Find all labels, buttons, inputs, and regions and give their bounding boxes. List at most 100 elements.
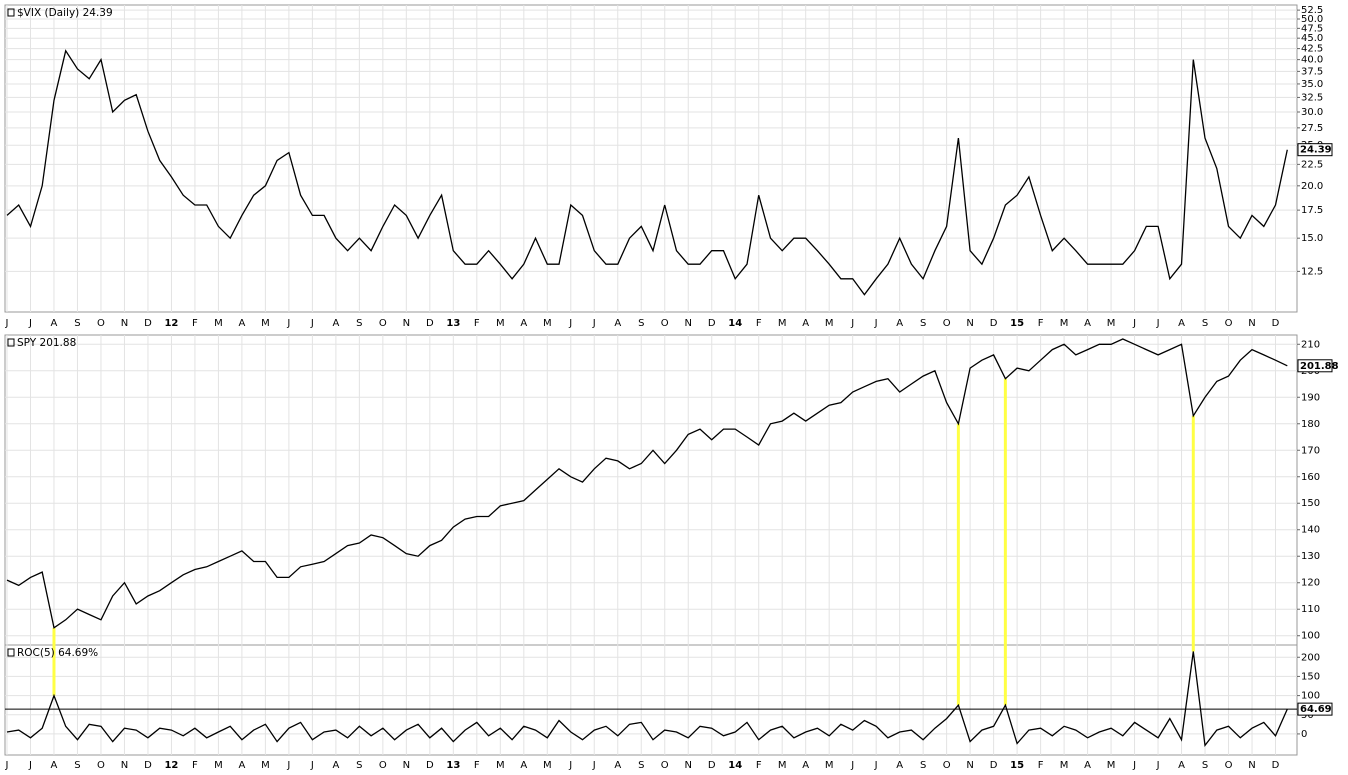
x-tick-label: J xyxy=(286,318,290,329)
x-tick-label: 15 xyxy=(1010,760,1024,771)
x-tick-label: A xyxy=(51,318,58,329)
x-tick-label: D xyxy=(708,760,716,771)
x-tick-label: A xyxy=(896,760,903,771)
x-tick-label: S xyxy=(356,318,362,329)
y-tick-label: 160 xyxy=(1301,472,1320,483)
y-tick-label: 120 xyxy=(1301,578,1320,589)
x-tick-label: J xyxy=(568,760,572,771)
y-tick-label: 20.0 xyxy=(1301,181,1323,192)
x-tick-label: A xyxy=(1084,318,1091,329)
x-tick-label: A xyxy=(520,760,527,771)
x-tick-label: A xyxy=(332,318,339,329)
x-tick-label: 12 xyxy=(164,318,178,329)
y-tick-label: 12.5 xyxy=(1301,266,1323,277)
title-icon xyxy=(7,8,15,17)
y-tick-label: 47.5 xyxy=(1301,23,1323,34)
y-tick-label: 52.5 xyxy=(1301,5,1323,16)
x-tick-label: S xyxy=(638,760,644,771)
x-tick-label: J xyxy=(592,318,596,329)
y-tick-label: 45.0 xyxy=(1301,33,1323,44)
x-tick-label: A xyxy=(1084,760,1091,771)
y-tick-label: 40.0 xyxy=(1301,55,1323,66)
x-tick-label: O xyxy=(379,318,387,329)
x-tick-label: A xyxy=(332,760,339,771)
y-tick-label: 32.5 xyxy=(1301,92,1323,103)
x-tick-label: N xyxy=(1248,760,1255,771)
y-tick-label: 170 xyxy=(1301,445,1320,456)
x-tick-label: O xyxy=(379,760,387,771)
y-tick-label: 130 xyxy=(1301,551,1320,562)
y-tick-label: 150 xyxy=(1301,498,1320,509)
last-value-box xyxy=(1297,143,1333,157)
x-tick-label: S xyxy=(920,318,926,329)
x-tick-label: A xyxy=(614,760,621,771)
x-tick-label: M xyxy=(261,760,270,771)
series-line xyxy=(6,651,1288,748)
x-tick-label: 15 xyxy=(1010,318,1024,329)
x-tick-label: S xyxy=(74,760,80,771)
last-value-label: 24.39 xyxy=(1300,145,1332,156)
x-tick-label: 13 xyxy=(446,318,460,329)
x-tick-label: F xyxy=(1038,760,1044,771)
x-tick-label: M xyxy=(261,318,270,329)
x-tick-label: J xyxy=(5,318,9,329)
x-tick-label: A xyxy=(238,318,245,329)
x-tick-label: J xyxy=(874,760,878,771)
x-tick-label: M xyxy=(1060,318,1069,329)
x-tick-label: J xyxy=(1156,760,1160,771)
x-tick-label: S xyxy=(638,318,644,329)
title-icon xyxy=(7,648,15,657)
y-tick-label: 100 xyxy=(1301,631,1320,642)
series-line xyxy=(6,338,1288,629)
y-tick-label: 0 xyxy=(1301,729,1307,740)
x-tick-label: M xyxy=(825,760,834,771)
x-tick-label: S xyxy=(920,760,926,771)
x-tick-label: M xyxy=(1060,760,1069,771)
x-tick-label: J xyxy=(850,760,854,771)
x-tick-label: O xyxy=(1225,760,1233,771)
y-tick-label: 22.5 xyxy=(1301,159,1323,170)
x-tick-label: A xyxy=(1178,318,1185,329)
y-tick-label: 42.5 xyxy=(1301,44,1323,55)
x-tick-label: F xyxy=(474,760,480,771)
x-tick-label: 14 xyxy=(728,318,742,329)
x-tick-label: D xyxy=(990,318,998,329)
last-value-box xyxy=(1297,702,1333,716)
panel-frame xyxy=(4,4,1298,313)
last-value-label: 64.69 xyxy=(1300,704,1332,715)
x-tick-label: N xyxy=(684,760,691,771)
x-tick-label: M xyxy=(1107,760,1116,771)
x-tick-label: D xyxy=(144,760,152,771)
y-tick-label: 200 xyxy=(1301,652,1320,663)
series-line xyxy=(6,49,1288,296)
x-tick-label: J xyxy=(592,760,596,771)
x-tick-label: N xyxy=(121,760,128,771)
x-tick-label: A xyxy=(1178,760,1185,771)
y-tick-label: 180 xyxy=(1301,419,1320,430)
last-value-label: 201.88 xyxy=(1300,361,1339,372)
x-tick-label: J xyxy=(5,760,9,771)
x-tick-label: M xyxy=(778,318,787,329)
x-tick-label: A xyxy=(802,760,809,771)
y-tick-label: 50.0 xyxy=(1301,14,1323,25)
x-tick-label: S xyxy=(1202,318,1208,329)
x-tick-label: D xyxy=(708,318,716,329)
y-tick-label: 210 xyxy=(1301,339,1320,350)
chart-title: ROC(5) 64.69% xyxy=(17,647,98,659)
x-tick-label: J xyxy=(310,760,314,771)
x-tick-label: N xyxy=(684,318,691,329)
x-tick-label: S xyxy=(1202,760,1208,771)
y-tick-label: 100 xyxy=(1301,691,1320,702)
x-tick-label: J xyxy=(874,318,878,329)
x-tick-label: J xyxy=(1132,318,1136,329)
x-tick-label: A xyxy=(802,318,809,329)
x-tick-label: N xyxy=(403,318,410,329)
x-tick-label: F xyxy=(474,318,480,329)
x-tick-label: N xyxy=(966,318,973,329)
x-tick-label: J xyxy=(850,318,854,329)
x-tick-label: N xyxy=(966,760,973,771)
x-tick-label: M xyxy=(543,760,552,771)
x-tick-label: F xyxy=(756,318,762,329)
x-tick-label: O xyxy=(1225,318,1233,329)
